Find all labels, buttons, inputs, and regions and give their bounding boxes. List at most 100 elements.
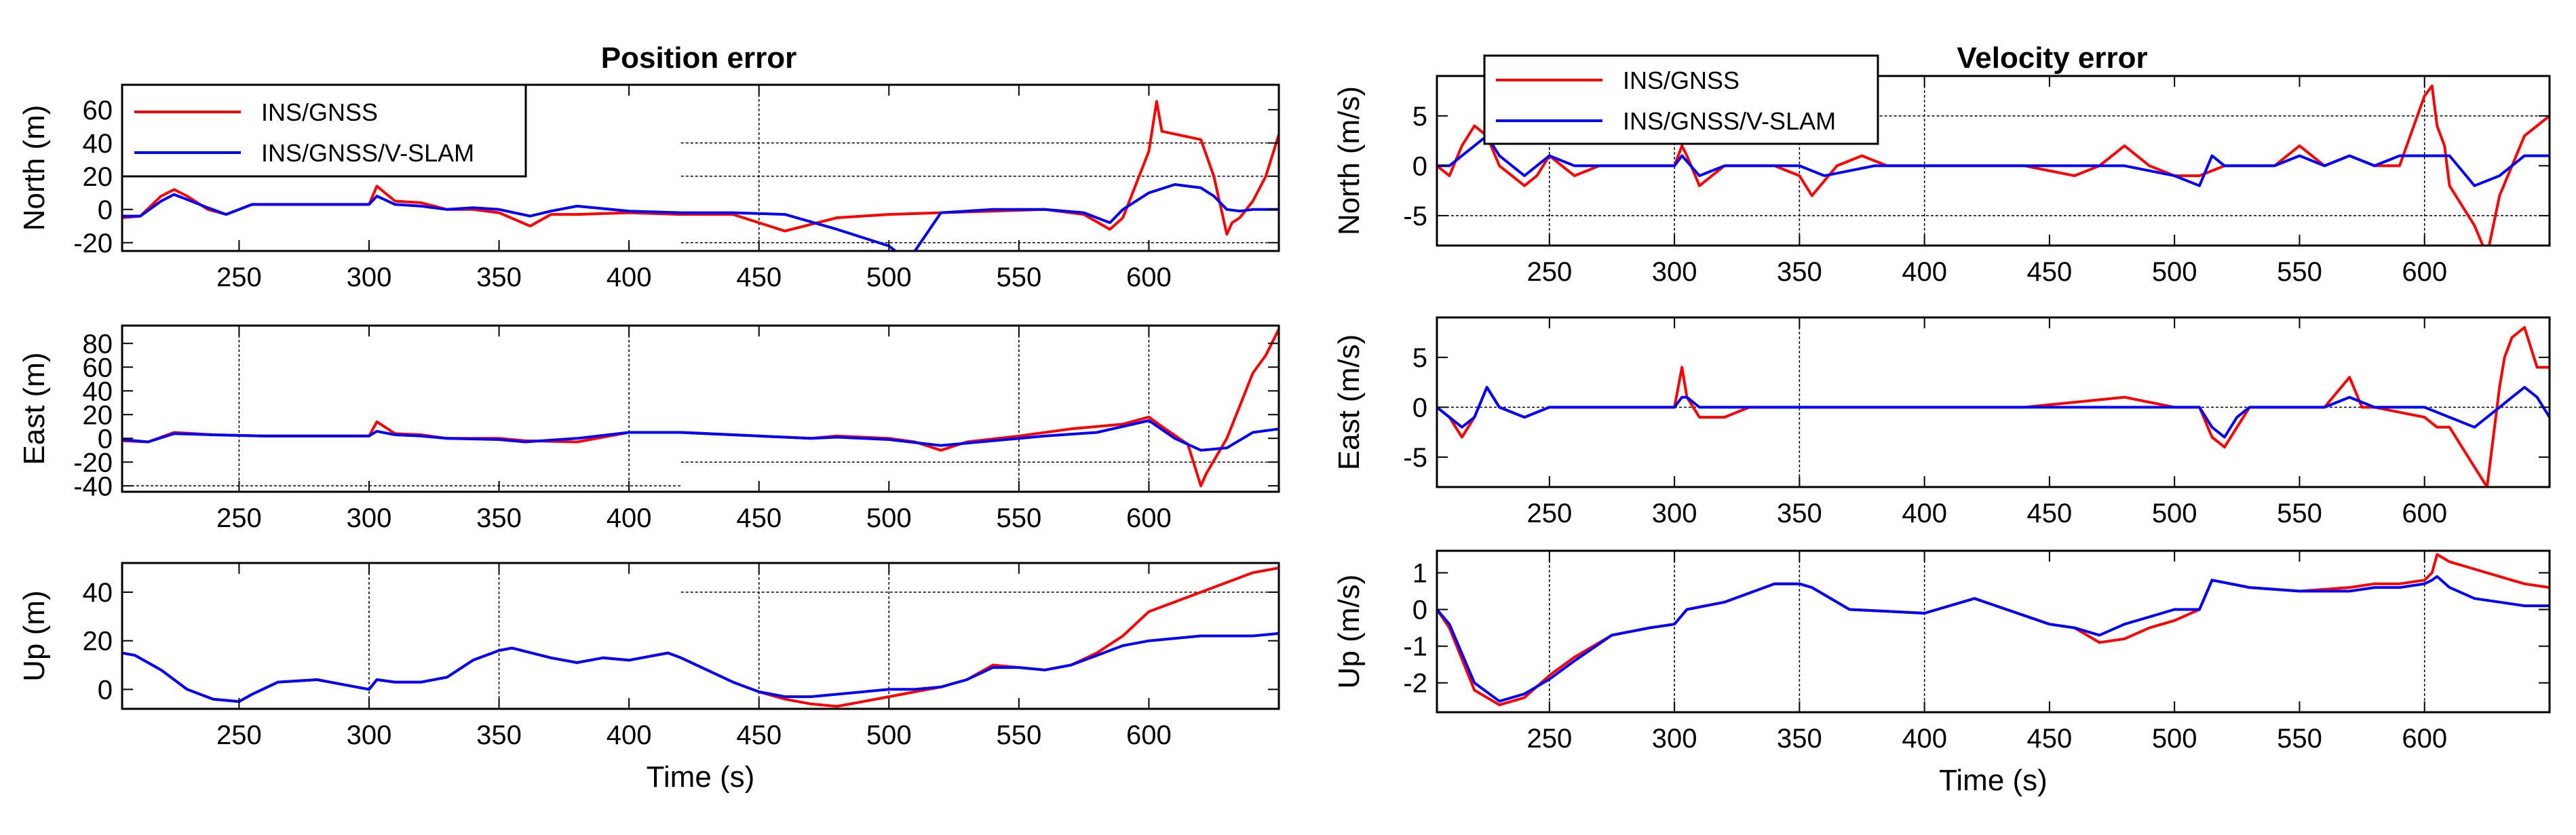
vel_east-series-ins-gnss-vslam — [1437, 385, 2550, 439]
vel_up-xtick-label-450: 450 — [2027, 724, 2073, 754]
position-legend: INS/GNSS INS/GNSS/V-SLAM — [121, 83, 527, 178]
vel_up-xtick-label-550: 550 — [2277, 724, 2322, 754]
vel_up-axes-frame — [1436, 549, 2551, 714]
pos_up-xtick-label-550: 550 — [996, 720, 1041, 750]
vel_east-axes-bg — [1437, 317, 2550, 487]
pos_east-xtick-label-250: 250 — [216, 503, 262, 533]
pos_north-ytick-label-20: 20 — [83, 162, 113, 192]
vel_up-ytick-label--1: -1 — [1403, 632, 1427, 662]
vel_up-xtick-label-500: 500 — [2152, 724, 2197, 754]
pos_east-ytick-label-40: 40 — [83, 376, 113, 406]
vel_east-xtick-label-250: 250 — [1526, 499, 1572, 528]
vel_north-xtick-label-300: 300 — [1652, 257, 1697, 287]
pos_east-ytick-label-60: 60 — [83, 353, 113, 383]
velocity-error-title: Velocity error — [1957, 41, 2147, 75]
vel_east-axes-frame — [1436, 316, 2551, 488]
pos_up-subplot: 250 300 350 400 450 500 550 600 0 20 40 Up (m) Time … — [18, 562, 1280, 794]
vel_up-ylabel: Up (m/s) — [1332, 575, 1366, 689]
pos_up-xtick-label-300: 300 — [347, 720, 392, 750]
pos_north-xtick-label-400: 400 — [607, 263, 652, 292]
vel_north-xtick-label-400: 400 — [1902, 257, 1947, 287]
vel_north-ytick-label-0: 0 — [1412, 151, 1427, 181]
position-error-title: Position error — [601, 41, 797, 75]
vel_east-ytick-label-0: 0 — [1412, 393, 1427, 423]
pos_north-xtick-label-550: 550 — [996, 263, 1041, 292]
pos_east-series-ins-gnss-vslam — [122, 419, 1279, 452]
pos_up-series-ins-gnss-vslam — [122, 632, 1279, 703]
velocity-legend-box — [1483, 54, 1879, 145]
position-legend-box — [121, 83, 527, 178]
pos_north-xtick-label-300: 300 — [347, 263, 392, 292]
pos_north-ytick-label-60: 60 — [83, 96, 113, 125]
pos_north-xtick-label-500: 500 — [866, 263, 912, 292]
vel_east-ytick-label--5: -5 — [1403, 443, 1427, 473]
subplots-group: 250 300 350 400 450 500 550 600-200204060North … — [18, 75, 2551, 797]
pos_up-axes-bg — [122, 563, 1279, 709]
vel_north-xtick-label-600: 600 — [2402, 257, 2447, 287]
pos_up-xtick-label-400: 400 — [607, 720, 652, 750]
pos_up-ytick-label-20: 20 — [83, 627, 113, 657]
pos_up-xlabel: Time (s) — [647, 760, 755, 794]
pos_north-ylabel: North (m) — [18, 105, 51, 231]
vel_east-xtick-label-300: 300 — [1652, 499, 1697, 528]
vel_up-xtick-label-400: 400 — [1902, 724, 1947, 754]
vel_north-xtick-label-500: 500 — [2152, 257, 2197, 287]
pos_up-axes-frame — [121, 562, 1280, 710]
pos_east-xtick-label-350: 350 — [476, 503, 522, 533]
pos_east-xtick-label-400: 400 — [607, 503, 652, 533]
pos_east-xtick-label-550: 550 — [996, 503, 1041, 533]
pos_east-ytick-label-20: 20 — [83, 400, 113, 430]
vel_up-xtick-label-600: 600 — [2402, 724, 2447, 754]
pos_east-ytick-label--20: -20 — [73, 448, 113, 478]
vel_up-xlabel: Time (s) — [1939, 764, 2048, 797]
pos_north-xtick-label-350: 350 — [476, 263, 522, 292]
vel_up-xtick-label-300: 300 — [1652, 724, 1697, 754]
pos_north-ytick-label-40: 40 — [83, 129, 113, 159]
pos_north-xtick-label-600: 600 — [1126, 263, 1172, 292]
pos_up-xtick-label-500: 500 — [866, 720, 912, 750]
pos_north-xtick-label-450: 450 — [736, 263, 782, 292]
pos_east-xtick-label-600: 600 — [1126, 503, 1172, 533]
velocity-legend-label-ins-gnss-vslam: INS/GNSS/V-SLAM — [1623, 107, 1836, 135]
pos_up-xtick-label-250: 250 — [216, 720, 262, 750]
vel_north-xtick-label-550: 550 — [2277, 257, 2322, 287]
vel_east-ylabel: East (m/s) — [1332, 334, 1366, 470]
vel_up-xtick-label-350: 350 — [1777, 724, 1822, 754]
pos_east-xtick-label-450: 450 — [736, 503, 782, 533]
vel_up-ytick-label--2: -2 — [1403, 669, 1427, 699]
pos_up-ylabel: Up (m) — [18, 590, 51, 681]
pos_up-xtick-label-600: 600 — [1126, 720, 1172, 750]
pos_east-ytick-label-0: 0 — [98, 424, 113, 454]
vel_east-xtick-label-550: 550 — [2277, 499, 2322, 528]
vel_east-xtick-label-400: 400 — [1902, 499, 1947, 528]
pos_up-xtick-label-450: 450 — [736, 720, 782, 750]
pos_north-xtick-label-250: 250 — [216, 263, 262, 292]
vel_east-xtick-label-350: 350 — [1777, 499, 1822, 528]
vel_north-ytick-label-5: 5 — [1412, 102, 1427, 132]
vel_north-ytick-label--5: -5 — [1403, 201, 1427, 231]
pos_north-ytick-label--20: -20 — [73, 229, 113, 258]
vel_north-series-ins-gnss-vslam — [1437, 134, 2550, 187]
velocity-legend-label-ins-gnss: INS/GNSS — [1623, 66, 1739, 94]
pos_north-series-ins-gnss-vslam — [122, 183, 1279, 251]
pos_up-xtick-label-350: 350 — [476, 720, 522, 750]
vel_north-xtick-label-350: 350 — [1777, 257, 1822, 287]
vel_up-ytick-label-1: 1 — [1412, 558, 1427, 588]
pos_east-ylabel: East (m) — [18, 352, 51, 465]
pos_north-ytick-label-0: 0 — [98, 195, 113, 225]
vel_up-ytick-label-0: 0 — [1412, 596, 1427, 625]
vel_east-subplot: 250 300 350 400 450 500 550 600 -5 0 5 East (m/s) — [1332, 316, 2551, 528]
pos_east-axes-frame — [121, 324, 1280, 493]
vel_up-xtick-label-250: 250 — [1526, 724, 1572, 754]
vel_up-axes-bg — [1437, 551, 2550, 712]
pos_east-ytick-label-80: 80 — [83, 329, 113, 359]
position-legend-label-ins-gnss: INS/GNSS — [261, 98, 378, 126]
vel_up-series-ins-gnss-vslam — [1437, 575, 2550, 703]
vel_east-ytick-label-5: 5 — [1412, 343, 1427, 373]
pos_up-ytick-label-0: 0 — [98, 675, 113, 705]
vel_north-xtick-label-250: 250 — [1526, 257, 1572, 287]
vel_up-subplot: 250 300 350 400 450 500 550 600 -2 -1 0 1 Up (m/s) Ti… — [1332, 549, 2551, 797]
vel_north-xtick-label-450: 450 — [2027, 257, 2073, 287]
